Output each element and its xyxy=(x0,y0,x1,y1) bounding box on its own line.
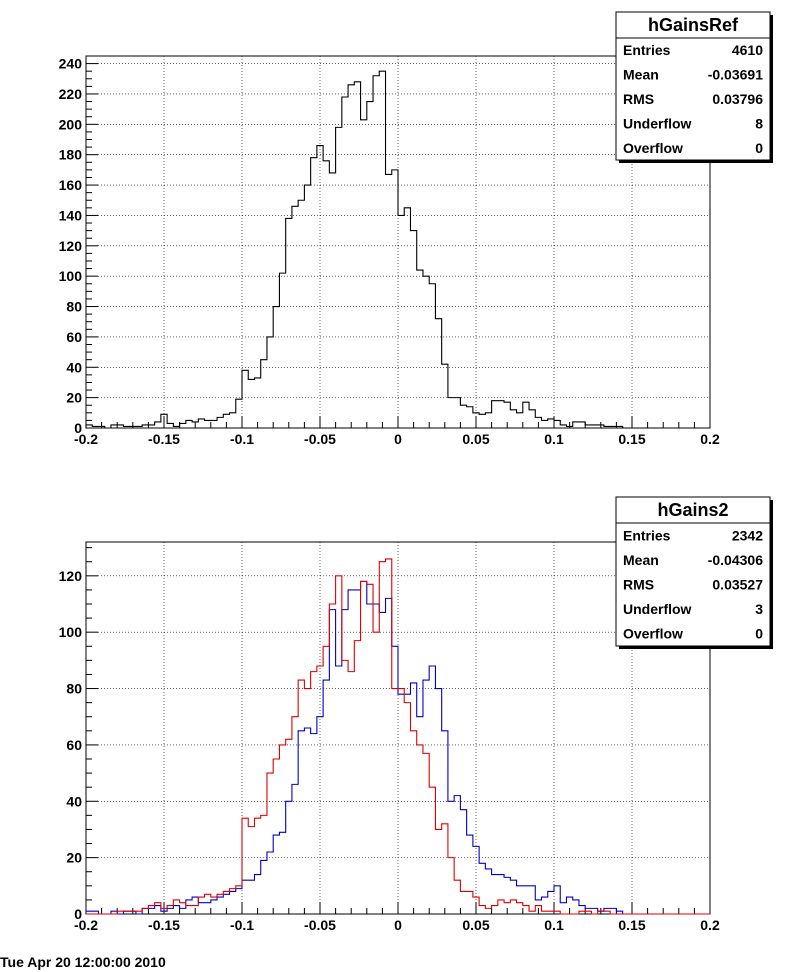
histogram-series-2 xyxy=(86,558,710,915)
y-tick-label: 220 xyxy=(59,86,83,102)
stats-value-rms: 0.03527 xyxy=(712,577,763,593)
stats-label-rms: RMS xyxy=(623,577,654,593)
y-tick-label: 20 xyxy=(66,390,82,406)
stats-value-underflow: 3 xyxy=(755,601,763,617)
x-tick-label: -0.05 xyxy=(304,431,336,447)
x-tick-label: 0.2 xyxy=(700,431,720,447)
y-tick-label: 160 xyxy=(59,177,83,193)
stats-label-underflow: Underflow xyxy=(623,115,692,131)
y-tick-label: 80 xyxy=(66,681,82,697)
y-tick-label: 120 xyxy=(59,568,83,584)
x-tick-label: -0.2 xyxy=(74,431,98,447)
y-tick-label: 60 xyxy=(66,329,82,345)
y-tick-label: 120 xyxy=(59,238,83,254)
y-tick-label: 100 xyxy=(59,624,83,640)
x-tick-label: -0.05 xyxy=(304,917,336,933)
y-tick-label: 20 xyxy=(66,850,82,866)
stats-value-rms: 0.03796 xyxy=(712,91,763,107)
histogram-series-1 xyxy=(85,70,710,429)
stats-value-underflow: 8 xyxy=(755,115,763,131)
x-tick-label: 0.05 xyxy=(462,917,489,933)
x-tick-label: 0.1 xyxy=(544,917,564,933)
stats-label-mean: Mean xyxy=(623,552,659,568)
y-tick-label: 40 xyxy=(66,359,82,375)
stats-box-title: hGains2 xyxy=(657,500,728,520)
x-tick-label: -0.2 xyxy=(74,917,98,933)
stats-value-overflow: 0 xyxy=(755,140,763,156)
x-tick-label: 0.15 xyxy=(618,917,645,933)
stats-box-frame xyxy=(615,496,771,647)
timestamp-footer: Tue Apr 20 12:00:00 2010 xyxy=(0,954,166,970)
x-tick-label: 0 xyxy=(394,917,402,933)
y-tick-label: 140 xyxy=(59,207,83,223)
stats-value-overflow: 0 xyxy=(755,626,763,642)
y-tick-label: 0 xyxy=(74,906,82,922)
stats-label-mean: Mean xyxy=(623,67,659,83)
x-tick-label: 0.05 xyxy=(462,431,489,447)
y-tick-label: 180 xyxy=(59,147,83,163)
y-tick-label: 0 xyxy=(74,420,82,436)
stats-value-entries: 4610 xyxy=(732,42,763,58)
stats-value-entries: 2342 xyxy=(732,527,763,543)
x-tick-label: -0.1 xyxy=(230,431,254,447)
stats-label-rms: RMS xyxy=(623,91,654,107)
stats-value-mean: -0.03691 xyxy=(708,67,763,83)
x-tick-label: 0.1 xyxy=(544,431,564,447)
x-tick-label: -0.15 xyxy=(148,431,180,447)
y-tick-label: 40 xyxy=(66,793,82,809)
y-tick-label: 200 xyxy=(59,116,83,132)
y-tick-label: 240 xyxy=(59,56,83,72)
stats-label-overflow: Overflow xyxy=(623,140,683,156)
histogram-panel-2: -0.2 -0.15 -0.1 -0.05 0 0.05 0.1 0.15 0.2 0 20 40 60… xyxy=(59,496,773,933)
y-tick-label: 60 xyxy=(66,737,82,753)
x-tick-label: 0.2 xyxy=(700,917,720,933)
stats-box: hGains2 Entries 2342 Mean -0.04306 RMS 0.03527… xyxy=(615,496,773,649)
x-tick-label: 0 xyxy=(394,431,402,447)
x-tick-label: 0.15 xyxy=(618,431,645,447)
stats-label-underflow: Underflow xyxy=(623,601,692,617)
stats-label-entries: Entries xyxy=(623,527,671,543)
stats-box-frame xyxy=(615,11,771,161)
stats-label-overflow: Overflow xyxy=(623,626,683,642)
y-tick-label: 100 xyxy=(59,268,83,284)
histogram-panel-1: -0.2 -0.15 -0.1 -0.05 0 0.05 0.1 0.15 0.2 0 20 40 60… xyxy=(59,11,773,447)
stats-box: hGainsRef Entries 4610 Mean -0.03691 RMS 0.037… xyxy=(615,11,773,163)
stats-value-mean: -0.04306 xyxy=(708,552,763,568)
x-tick-label: -0.1 xyxy=(230,917,254,933)
y-tick-label: 80 xyxy=(66,299,82,315)
x-tick-label: -0.15 xyxy=(148,917,180,933)
stats-box-title: hGainsRef xyxy=(648,15,739,35)
stats-label-entries: Entries xyxy=(623,42,671,58)
